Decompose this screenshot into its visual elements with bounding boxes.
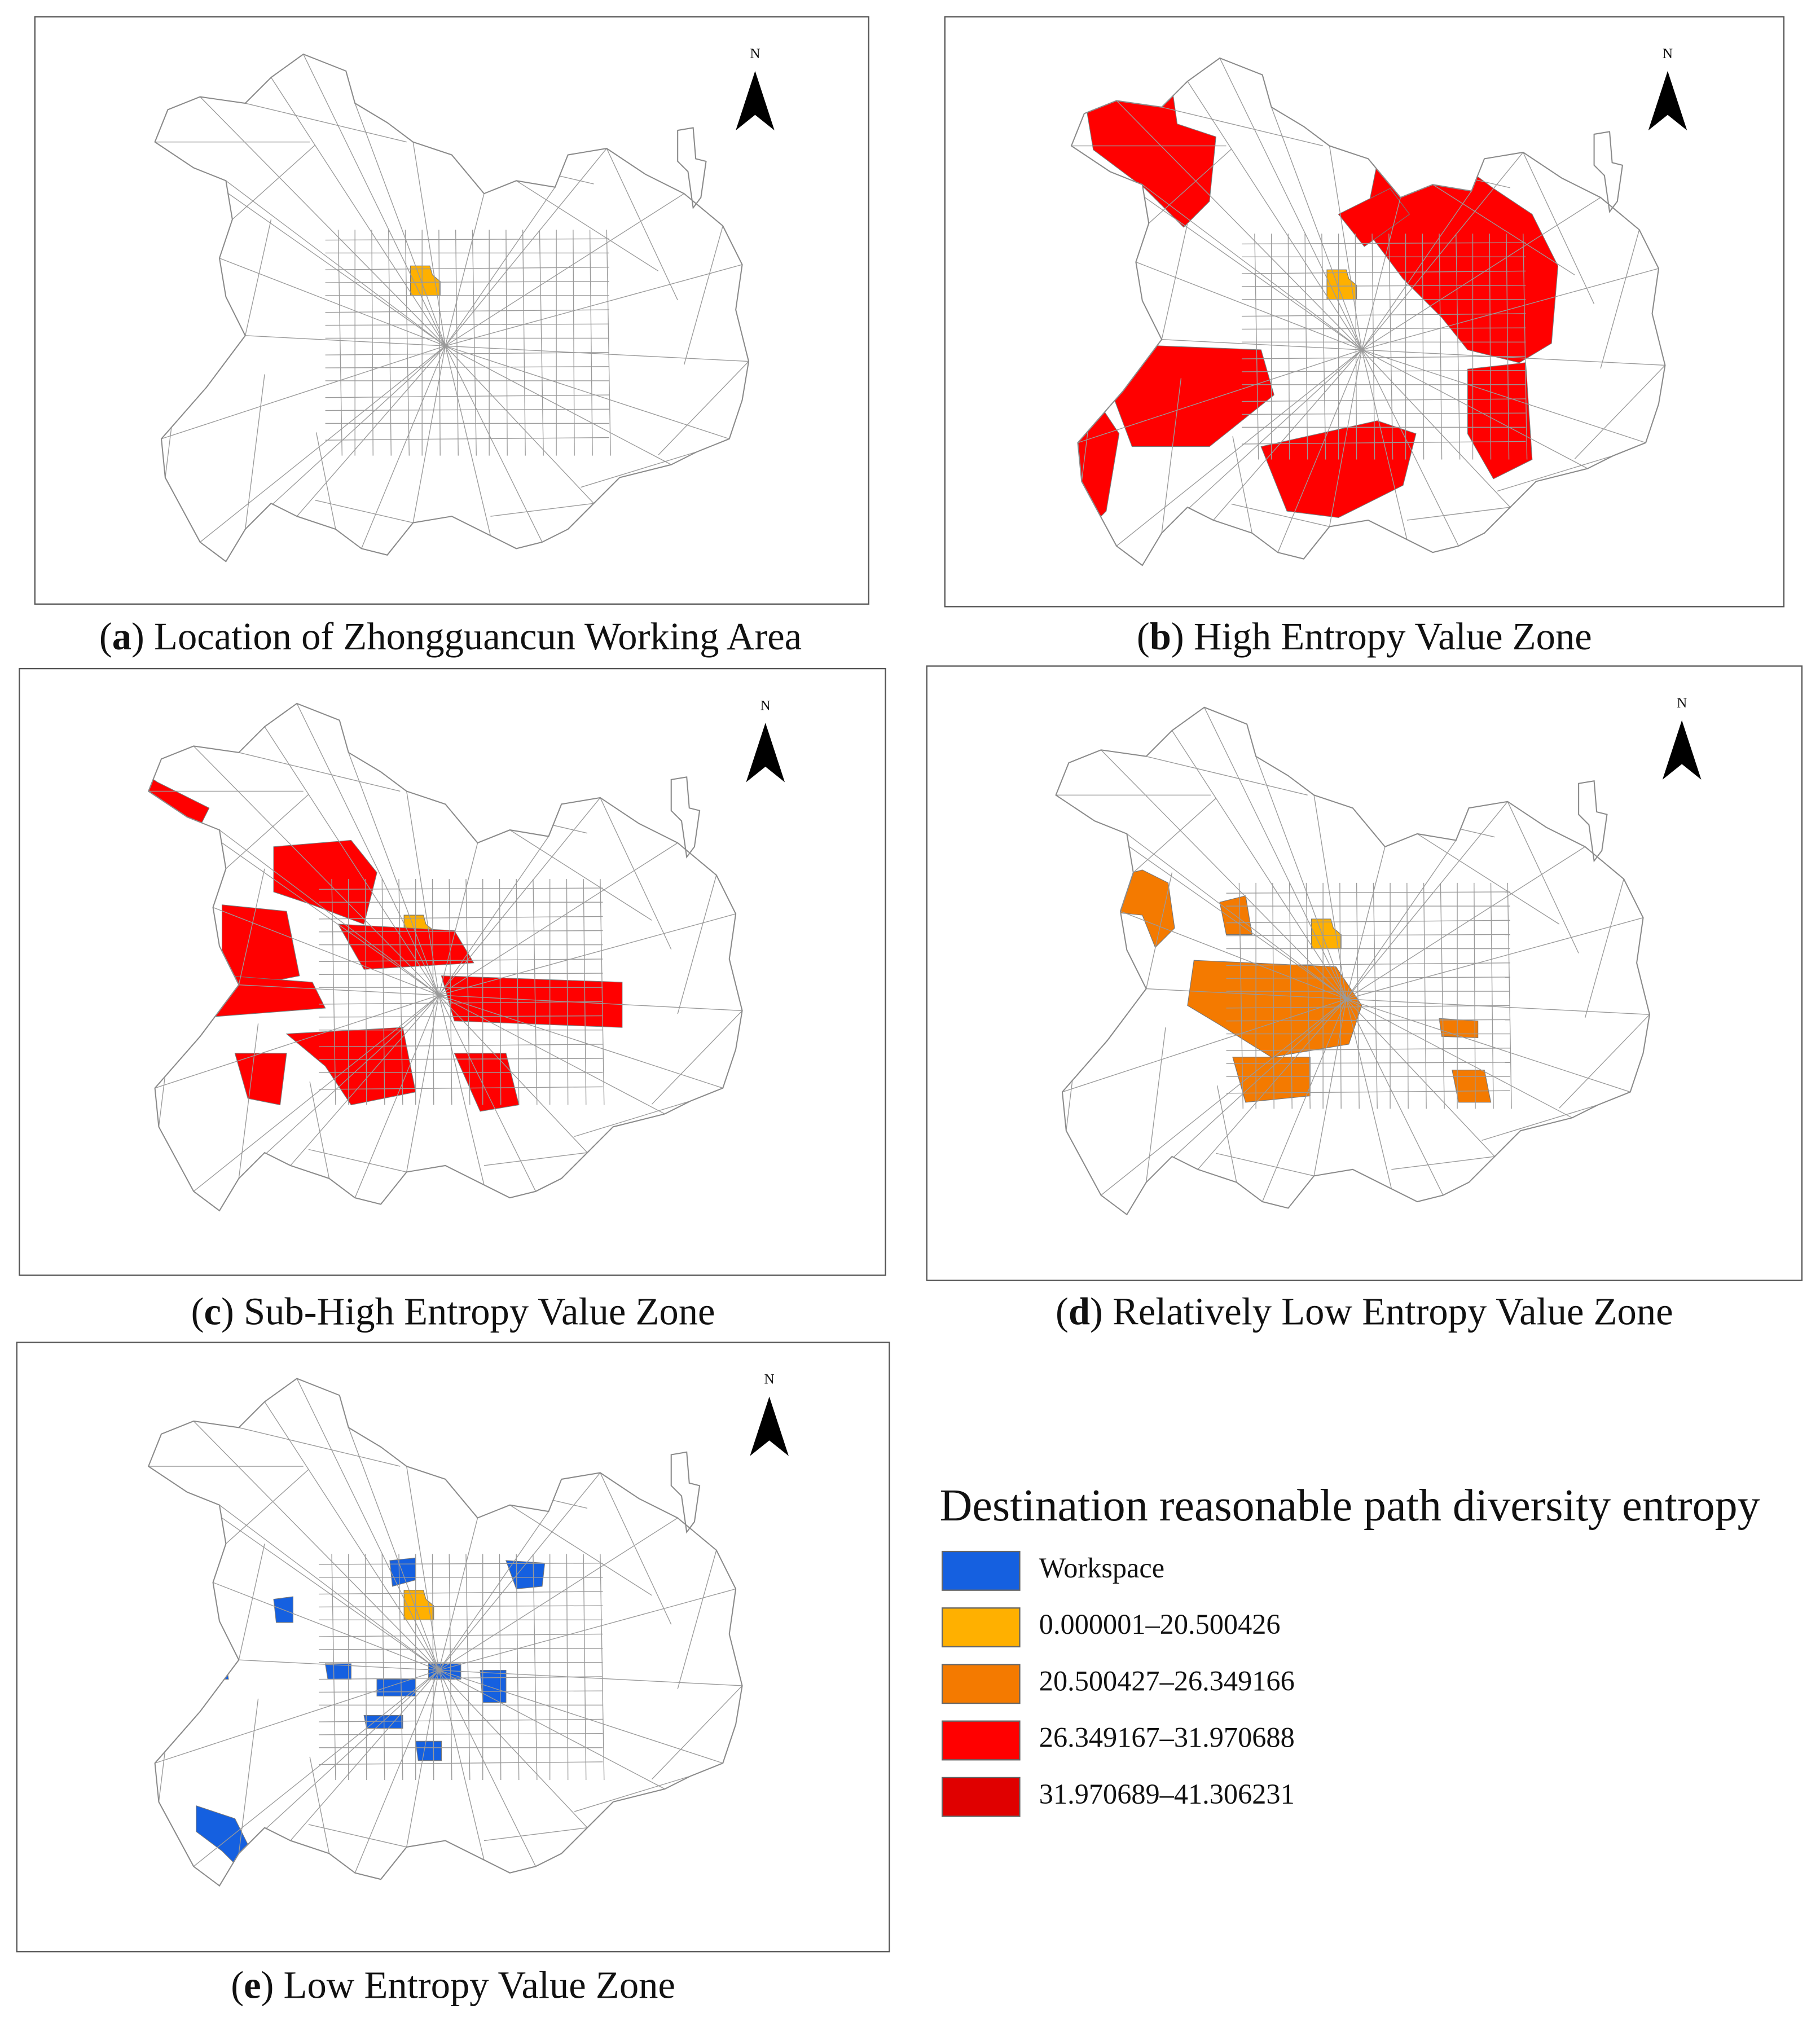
caption-part: b — [1150, 615, 1171, 658]
north-arrow — [746, 723, 785, 782]
zone — [480, 1669, 507, 1703]
zone — [1439, 1018, 1479, 1039]
legend-swatch — [942, 1607, 1021, 1648]
caption-part: ) Low Entropy Value Zone — [261, 1963, 675, 2006]
panel-caption: (b) High Entropy Value Zone — [1137, 615, 1592, 658]
caption-part: ( — [191, 1290, 204, 1333]
zone — [363, 1715, 403, 1729]
caption-part: ) Location of Zhongguancun Working Area — [131, 615, 802, 658]
panel-frame — [16, 1342, 890, 1953]
caption-part: ( — [1056, 1290, 1069, 1333]
legend-swatch — [942, 1720, 1021, 1761]
legend: Destination reasonable path diversity en… — [940, 1481, 1760, 1817]
north-label: N — [1663, 46, 1673, 61]
caption-part: ) High Entropy Value Zone — [1171, 615, 1592, 658]
legend-swatch — [942, 1550, 1021, 1591]
caption-part: a — [112, 615, 131, 658]
caption-part: ( — [99, 615, 112, 658]
legend-label: 26.349167–31.970688 — [1039, 1722, 1295, 1753]
north-label: N — [764, 1372, 775, 1387]
panel-frame — [944, 16, 1785, 608]
legend-label: 0.000001–20.500426 — [1039, 1608, 1281, 1640]
zone — [441, 975, 623, 1028]
zone — [1260, 420, 1417, 518]
legend-label: 31.970689–41.306231 — [1039, 1778, 1295, 1810]
zone — [273, 839, 377, 925]
legend-label: Workspace — [1039, 1552, 1164, 1584]
north-label: N — [750, 46, 760, 61]
legend-label: 20.500427–26.349166 — [1039, 1665, 1295, 1696]
zone — [324, 1663, 351, 1680]
zone — [1219, 895, 1252, 935]
panel-caption: (d) Relatively Low Entropy Value Zone — [1056, 1290, 1673, 1333]
panel-frame — [34, 16, 869, 605]
caption-part: ( — [1137, 615, 1150, 658]
north-label: N — [1677, 696, 1687, 711]
map-panel: N — [944, 16, 1785, 608]
map-panel: N — [926, 665, 1803, 1281]
legend-swatch — [942, 1777, 1021, 1817]
zone — [1232, 1057, 1311, 1103]
legend-swatch — [942, 1664, 1021, 1704]
north-arrow — [1662, 720, 1702, 780]
zone — [1338, 188, 1410, 247]
zone — [1452, 1070, 1492, 1103]
caption-part: d — [1069, 1290, 1090, 1333]
panel-caption: (e) Low Entropy Value Zone — [231, 1963, 675, 2006]
map-panel: N — [16, 1342, 890, 1953]
caption-part: ) Sub-High Entropy Value Zone — [221, 1290, 715, 1333]
map — [155, 54, 749, 561]
panel-caption: (c) Sub-High Entropy Value Zone — [191, 1290, 715, 1333]
zones — [1056, 869, 1492, 1103]
map-panel: N — [34, 16, 869, 605]
caption-part: e — [244, 1963, 261, 2006]
north-label: N — [760, 698, 771, 713]
map-panel: N — [19, 667, 886, 1276]
zone — [234, 1053, 287, 1106]
legend-title: Destination reasonable path diversity en… — [940, 1481, 1760, 1531]
zone — [1467, 362, 1533, 480]
panel-caption: (a) Location of Zhongguancun Working Are… — [99, 615, 802, 658]
north-arrow — [1648, 71, 1687, 131]
north-arrow — [736, 71, 775, 131]
caption-part: ) Relatively Low Entropy Value Zone — [1090, 1290, 1673, 1333]
map — [1036, 707, 1650, 1215]
zone — [415, 1740, 442, 1761]
caption-part: ( — [231, 1963, 244, 2006]
panel-frame — [19, 667, 886, 1276]
caption-part: c — [204, 1290, 221, 1333]
north-arrow — [750, 1396, 789, 1456]
